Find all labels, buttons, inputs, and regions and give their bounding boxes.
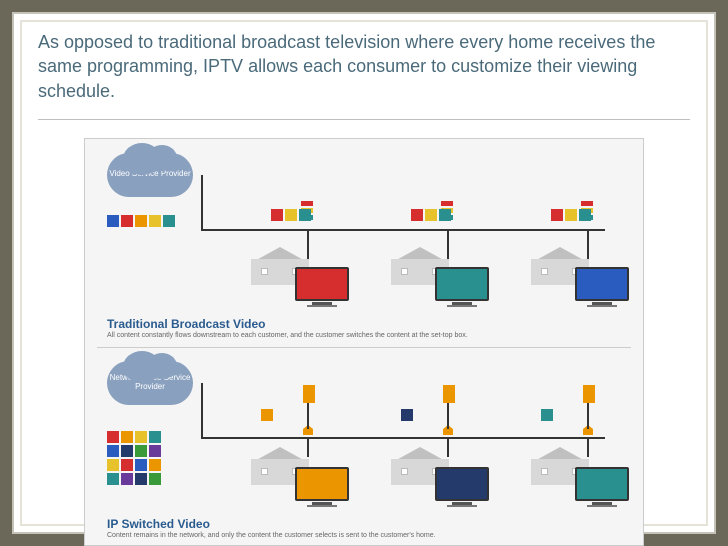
iptv-request-block-0 (303, 385, 315, 403)
iptv-bus-line (201, 437, 605, 439)
iptv-selected-swatch-1 (401, 409, 413, 421)
diagram: Video Service Provider Traditional Broadc… (84, 138, 644, 546)
title-area: As opposed to traditional broadcast tele… (14, 14, 714, 111)
iptv-uplink-1 (447, 403, 449, 429)
slide: As opposed to traditional broadcast tele… (12, 12, 716, 534)
iptv-uplink-2 (587, 403, 589, 429)
broadcast-stream-swatch-2 (551, 209, 591, 221)
iptv-tap-0 (303, 429, 313, 435)
iptv-selected-swatch-0 (261, 409, 273, 421)
broadcast-stream-swatch-1 (411, 209, 451, 221)
iptv-tap-1 (443, 429, 453, 435)
iptv-tv-0 (295, 467, 349, 507)
iptv-request-block-2 (583, 385, 595, 403)
iptv-request-block-1 (443, 385, 455, 403)
broadcast-bus-line (201, 229, 605, 231)
iptv-tv-2 (575, 467, 629, 507)
broadcast-section-title: Traditional Broadcast Video (107, 317, 265, 331)
broadcast-stream-swatch-0 (271, 209, 311, 221)
iptv-selected-swatch-2 (541, 409, 553, 421)
broadcast-tv-2 (575, 267, 629, 307)
iptv-section-subtitle: Content remains in the network, and only… (107, 532, 436, 539)
iptv-provider-cloud: Network Video Service Provider (107, 361, 193, 405)
section-divider (97, 347, 631, 348)
broadcast-main-drop (201, 175, 203, 229)
broadcast-tv-0 (295, 267, 349, 307)
slide-title: As opposed to traditional broadcast tele… (38, 30, 690, 103)
title-rule (38, 119, 690, 120)
iptv-tap-2 (583, 429, 593, 435)
broadcast-tv-1 (435, 267, 489, 307)
broadcast-section-subtitle: All content constantly flows downstream … (107, 332, 468, 339)
broadcast-provider-cloud: Video Service Provider (107, 153, 193, 197)
iptv-uplink-0 (307, 403, 309, 429)
broadcast-content-swatches (107, 215, 175, 227)
iptv-content-grid (107, 431, 161, 485)
iptv-tv-1 (435, 467, 489, 507)
iptv-main-drop (201, 383, 203, 437)
iptv-section-title: IP Switched Video (107, 517, 210, 531)
